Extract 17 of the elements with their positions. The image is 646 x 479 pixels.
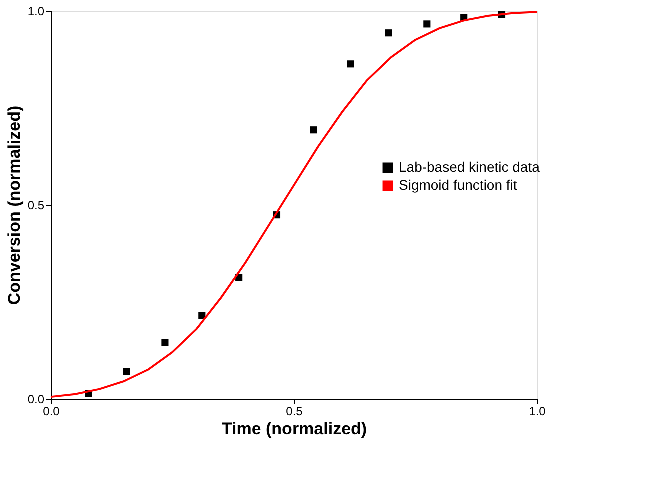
x-tick-label: 0.0	[43, 404, 60, 418]
point	[198, 312, 206, 320]
y-tick-label: 0.0	[28, 392, 45, 406]
point	[123, 368, 130, 376]
legend-label: Sigmoid function fit	[399, 177, 518, 193]
y-tick-label: 1.0	[28, 4, 45, 18]
x-axis-title: Time (normalized)	[222, 420, 368, 438]
y-tick-label: 0.5	[28, 198, 45, 212]
point	[310, 126, 318, 134]
legend-label: Lab-based kinetic data	[399, 159, 540, 175]
y-axis-title: Conversion (normalized)	[4, 106, 24, 306]
x-tick-label: 1.0	[529, 404, 546, 418]
point	[385, 30, 392, 37]
point	[347, 60, 354, 68]
x-tick-label: 0.5	[286, 404, 304, 418]
point	[162, 339, 169, 346]
point	[424, 20, 431, 28]
